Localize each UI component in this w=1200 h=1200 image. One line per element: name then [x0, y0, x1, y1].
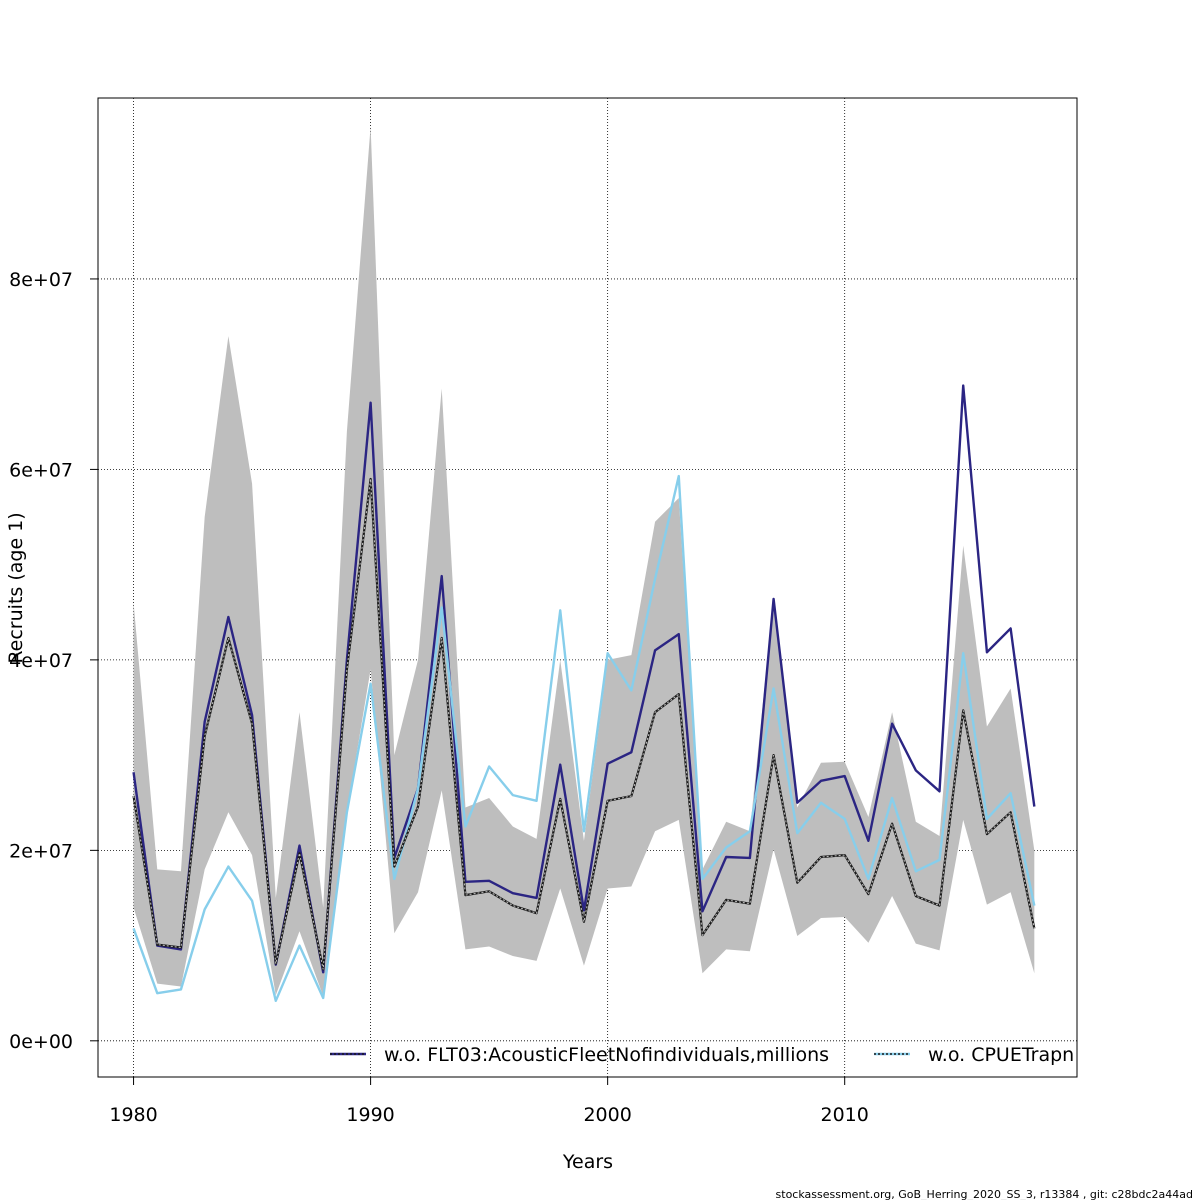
legend-label: w.o. FLT03:AcousticFleetNofindividuals,m…	[384, 1044, 829, 1066]
confidence-band	[133, 126, 1035, 997]
y-axis: 0e+00 2e+07 4e+07 6e+07 8e+07	[9, 269, 99, 1053]
confidence-band-layer	[133, 126, 1035, 997]
series-layer	[132, 384, 1036, 1003]
x-tick-label: 2010	[821, 1104, 869, 1126]
x-axis: 1980 1990 2000 2010	[109, 1076, 869, 1126]
y-axis-title: Recruits (age 1)	[5, 512, 27, 663]
y-tick-label: 2e+07	[9, 840, 73, 862]
legend-label: w.o. CPUETrapn	[928, 1044, 1074, 1066]
y-tick-label: 4e+07	[9, 650, 73, 672]
y-tick-label: 6e+07	[9, 459, 73, 481]
y-tick-label: 8e+07	[9, 269, 73, 291]
x-axis-title: Years	[562, 1151, 613, 1173]
x-tick-label: 1980	[109, 1104, 157, 1126]
y-tick-label: 0e+00	[9, 1031, 73, 1053]
footer-credit: stockassessment.org, GoB_Herring_2020_SS…	[776, 1188, 1193, 1200]
legend: w.o. FLT03:AcousticFleetNofindividuals,m…	[330, 1044, 1074, 1066]
x-tick-label: 2000	[583, 1104, 631, 1126]
x-tick-label: 1990	[346, 1104, 394, 1126]
series-line-base-dots	[133, 478, 1035, 970]
series-line-cpuetrapn	[132, 474, 1036, 1003]
